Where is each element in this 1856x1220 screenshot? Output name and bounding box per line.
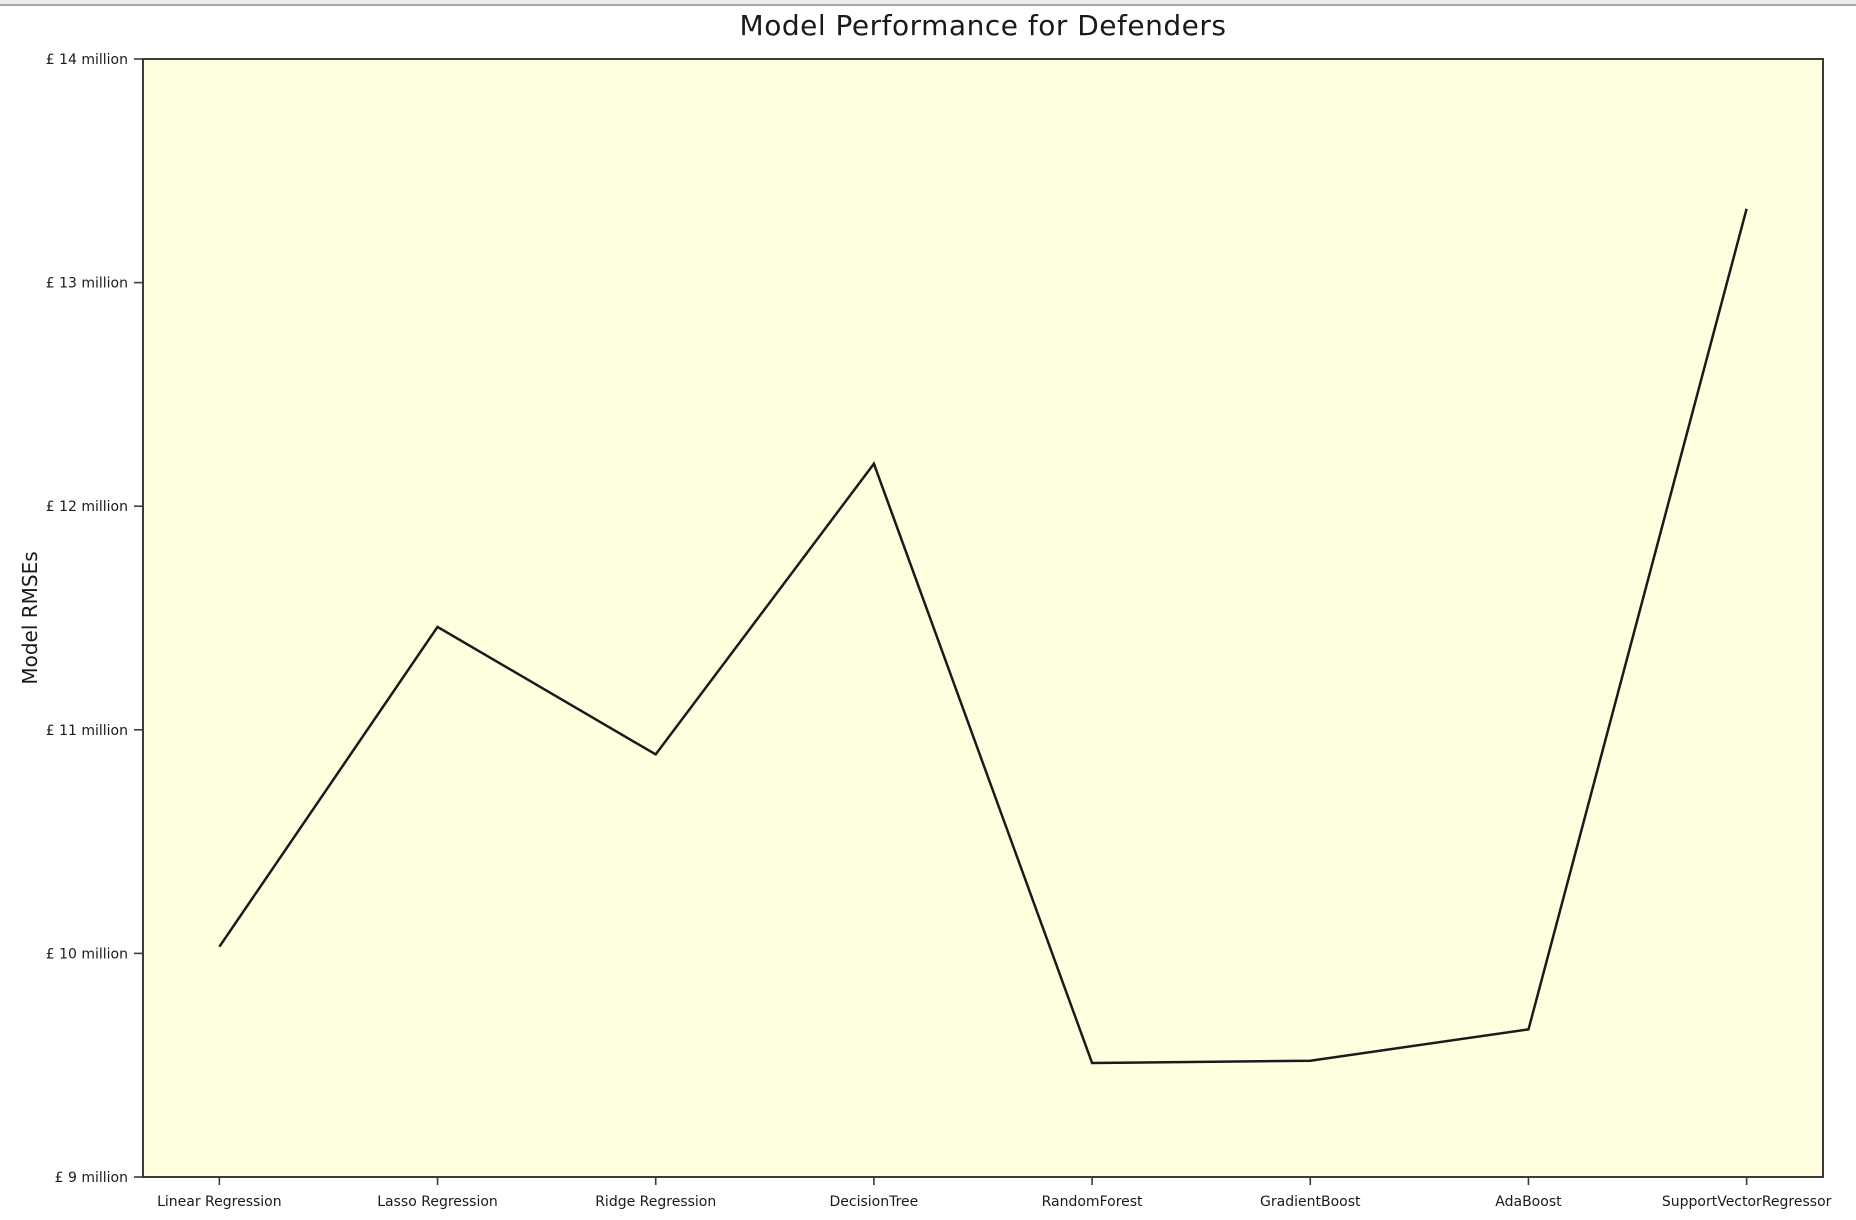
- line-chart-svg: £ 9 million £ 10 million £ 11 million £ 12 …: [46, 52, 1832, 1210]
- x-tick-label: Linear Regression: [157, 1194, 282, 1210]
- x-tick-label: AdaBoost: [1495, 1194, 1562, 1210]
- chart-title: Model Performance for Defenders: [739, 9, 1227, 42]
- x-tick-label: GradientBoost: [1260, 1194, 1361, 1210]
- y-tick-label: £ 10 million: [46, 946, 128, 962]
- y-tick-label: £ 13 million: [46, 276, 128, 292]
- y-axis-label: Model RMSEs: [18, 551, 42, 685]
- x-tick-label: SupportVectorRegressor: [1662, 1194, 1832, 1210]
- rmse-line-series: [218, 208, 1748, 1065]
- y-tick-label: £ 11 million: [46, 723, 128, 739]
- x-tick-label: Lasso Regression: [377, 1194, 498, 1210]
- y-tick-label: £ 14 million: [46, 52, 128, 68]
- y-tick-label: £ 12 million: [46, 499, 128, 515]
- x-tick-label: Ridge Regression: [595, 1194, 716, 1210]
- window-top-edge: [0, 0, 1856, 6]
- x-tick-label: RandomForest: [1042, 1194, 1143, 1210]
- plot-area: £ 9 million £ 10 million £ 11 million £ 12 …: [46, 52, 1832, 1210]
- plot-border: [142, 58, 1824, 1178]
- x-tick-label: DecisionTree: [830, 1194, 919, 1210]
- y-tick-label: £ 9 million: [55, 1170, 128, 1186]
